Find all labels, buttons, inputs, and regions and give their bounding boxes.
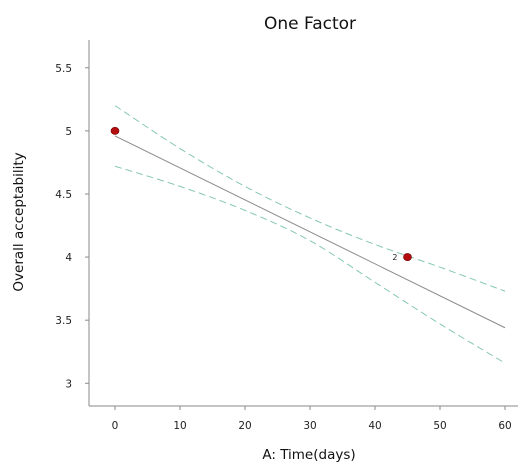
y-tick-label: 4 [65, 252, 72, 264]
x-tick-label: 60 [498, 420, 511, 432]
y-tick-label: 5.5 [55, 63, 72, 75]
chart-title: One Factor [264, 14, 356, 34]
y-ticks: 3 3.5 4 4.5 5 5.5 [55, 63, 89, 390]
x-ticks: 0 10 20 30 40 50 60 [112, 406, 512, 432]
data-point [110, 126, 120, 135]
x-tick-label: 20 [238, 420, 251, 432]
x-tick-label: 0 [112, 420, 119, 432]
x-tick-label: 30 [303, 420, 316, 432]
x-tick-label: 10 [173, 420, 186, 432]
data-point-label: 2 [392, 253, 397, 262]
data-point [403, 253, 412, 261]
y-tick-label: 5 [65, 126, 72, 138]
upper-confidence-band [114, 105, 506, 292]
y-tick-label: 3.5 [55, 315, 72, 327]
y-tick-label: 3 [65, 378, 72, 390]
y-axis: 3 3.5 4 4.5 5 5.5 [55, 40, 90, 406]
fit-line [114, 135, 506, 329]
plot-area: 2 [110, 105, 506, 364]
y-axis-title: Overall acceptability [11, 152, 27, 291]
x-tick-label: 40 [368, 420, 381, 432]
x-axis-title: A: Time(days) [262, 447, 355, 463]
lower-confidence-band [114, 165, 506, 364]
x-tick-label: 50 [433, 420, 446, 432]
y-tick-label: 4.5 [55, 189, 72, 201]
x-axis: 0 10 20 30 40 50 60 [89, 405, 518, 432]
